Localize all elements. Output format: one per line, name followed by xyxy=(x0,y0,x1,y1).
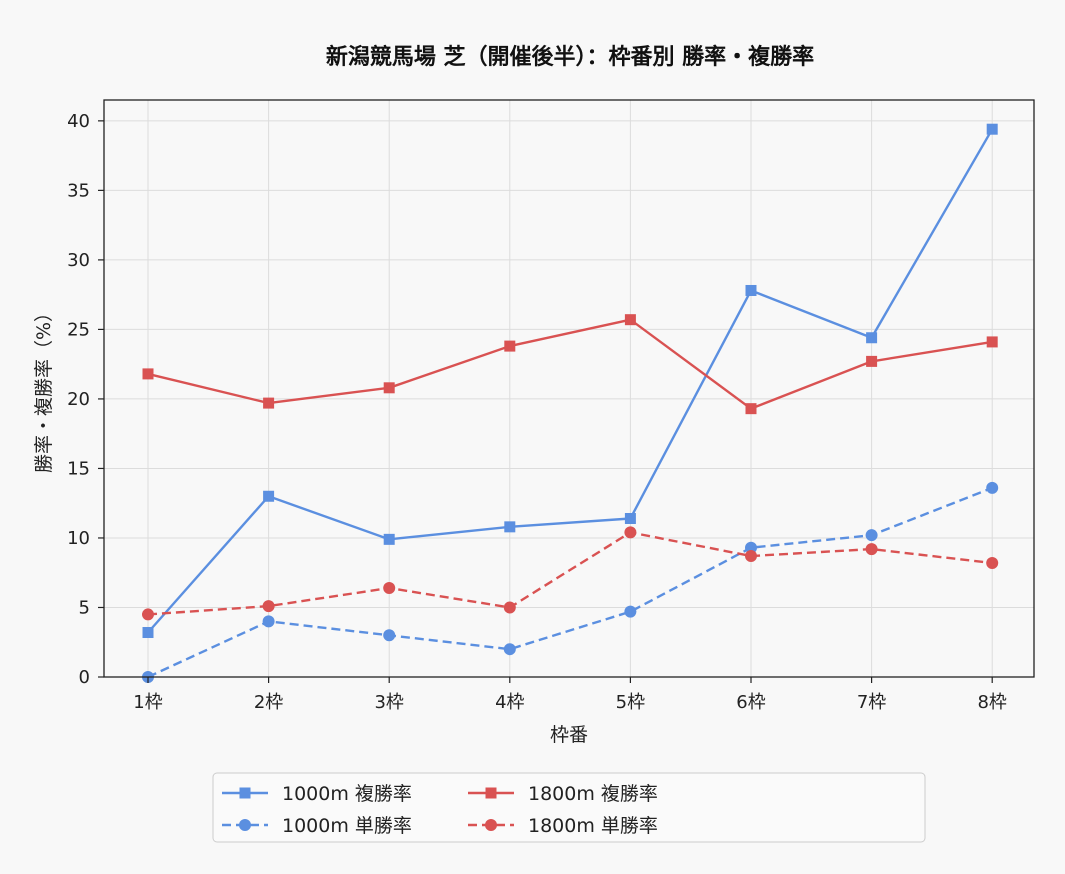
data-point xyxy=(624,314,636,326)
data-point xyxy=(866,332,878,344)
data-point xyxy=(142,608,154,621)
legend: 1000m 複勝率 1000m 単勝率 1800m 複勝率 1800m 単勝率 xyxy=(212,772,926,843)
data-point xyxy=(263,397,275,409)
legend-item: 1800m 単勝率 xyxy=(468,815,658,837)
x-tick-label: 5枠 xyxy=(616,692,645,713)
data-point xyxy=(986,556,999,569)
legend-item: 1000m 単勝率 xyxy=(222,815,412,837)
data-point xyxy=(504,340,516,352)
series-1 xyxy=(142,123,998,639)
x-tick-label: 2枠 xyxy=(254,692,283,713)
series-3 xyxy=(142,314,998,415)
y-tick-label: 30 xyxy=(67,250,90,271)
data-point xyxy=(624,605,637,618)
data-point xyxy=(624,512,636,524)
data-point xyxy=(745,403,757,415)
y-tick-label: 40 xyxy=(67,111,90,132)
y-tick-label: 20 xyxy=(67,389,90,410)
data-point xyxy=(745,541,757,554)
series-layer xyxy=(142,123,999,683)
legend-marker xyxy=(485,787,497,799)
grid-lines xyxy=(104,100,1034,678)
data-point xyxy=(142,368,154,380)
data-point xyxy=(865,529,878,542)
x-tick-label: 6枠 xyxy=(736,692,765,713)
data-point xyxy=(745,284,757,296)
data-point xyxy=(986,336,998,348)
data-point xyxy=(624,526,637,539)
legend-item: 1000m 複勝率 xyxy=(222,783,412,805)
data-point xyxy=(262,615,275,628)
data-point xyxy=(986,123,998,135)
legend-item: 1800m 複勝率 xyxy=(468,783,658,805)
x-tick-label: 7枠 xyxy=(857,692,886,713)
chart-title: 新潟競馬場 芝（開催後半）：枠番別 勝率・複勝率 xyxy=(326,44,814,70)
legend-marker xyxy=(239,819,251,831)
data-point xyxy=(383,382,395,394)
series-line xyxy=(147,531,993,616)
data-point xyxy=(262,600,275,613)
data-point xyxy=(263,490,275,502)
x-tick-label: 1枠 xyxy=(133,692,162,713)
legend-frame xyxy=(212,772,926,843)
series-4 xyxy=(142,526,999,621)
data-point xyxy=(503,601,516,614)
y-tick-label: 10 xyxy=(67,528,90,549)
legend-label: 1000m 単勝率 xyxy=(282,815,412,837)
data-point xyxy=(866,355,878,367)
data-point xyxy=(383,629,396,642)
x-tick-label: 3枠 xyxy=(374,692,403,713)
plot-area xyxy=(103,99,1035,683)
series-line xyxy=(147,128,994,634)
series-line xyxy=(147,318,993,410)
x-axis-label: 枠番 xyxy=(550,724,588,746)
data-point xyxy=(504,521,516,533)
y-tick-label: 5 xyxy=(79,597,90,618)
y-tick-label: 0 xyxy=(79,667,90,688)
data-point xyxy=(383,582,396,595)
y-axis: 0 5 10 15 20 25 30 35 40 xyxy=(67,111,104,688)
data-point xyxy=(503,643,516,656)
legend-marker xyxy=(239,787,251,799)
x-tick-label: 8枠 xyxy=(977,692,1006,713)
y-tick-label: 15 xyxy=(67,458,90,479)
y-tick-label: 35 xyxy=(67,180,90,201)
data-point xyxy=(383,533,395,545)
y-tick-label: 25 xyxy=(67,319,90,340)
x-tick-label: 4枠 xyxy=(495,692,524,713)
series-line xyxy=(147,486,993,679)
data-point xyxy=(865,543,878,556)
legend-label: 1800m 複勝率 xyxy=(528,783,658,805)
y-axis-label: 勝率・複勝率（%） xyxy=(33,303,55,473)
legend-label: 1000m 複勝率 xyxy=(282,783,412,805)
plot-frame xyxy=(103,99,1035,678)
legend-marker xyxy=(485,819,497,831)
data-point xyxy=(986,481,999,494)
legend-label: 1800m 単勝率 xyxy=(528,815,658,837)
data-point xyxy=(745,550,757,563)
series-2 xyxy=(142,481,999,683)
x-axis: 1枠 2枠 3枠 4枠 5枠 6枠 7枠 8枠 xyxy=(133,677,1007,713)
data-point xyxy=(142,627,154,639)
